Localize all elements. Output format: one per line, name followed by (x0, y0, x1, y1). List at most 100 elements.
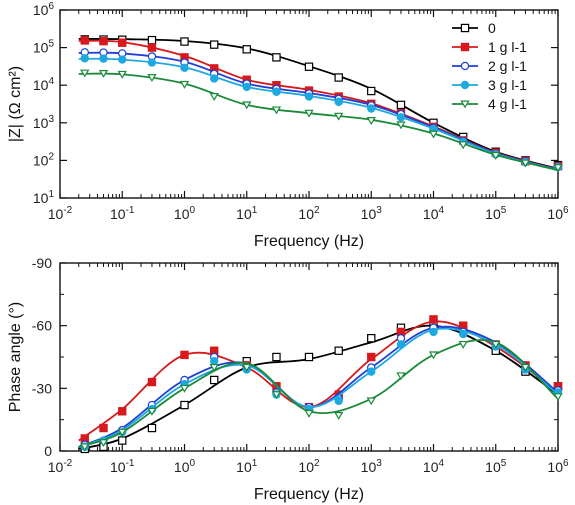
data-point-4-g-l-1 (179, 384, 190, 393)
y-tick-base: 10 (33, 40, 49, 56)
x-tick-exponent: 0 (190, 205, 196, 216)
x-tick-exponent: 1 (252, 205, 258, 216)
x-tick-label: 100 (174, 205, 196, 222)
bode-magnitude-chart: 10-2 10-1 100 101 102 103 104 105 10610110210310… (7, 1, 569, 250)
data-point-4-g-l-1 (396, 121, 406, 130)
data-point-3-g-l-1 (80, 54, 89, 63)
x-tick-base: 10 (110, 459, 126, 475)
x-tick-exponent: 1 (252, 458, 258, 469)
data-point-4-g-l-1 (491, 340, 501, 349)
x-tick-base: 10 (174, 459, 190, 475)
x-tick-exponent: 4 (439, 458, 445, 469)
legend-marker-0 (460, 23, 470, 33)
x-tick-exponent: -2 (63, 205, 72, 216)
fit-line-4-g-l-1 (78, 72, 559, 172)
data-point-4-g-l-1 (428, 351, 439, 360)
data-point-0 (210, 375, 219, 385)
legend: 0 1 g l-1 2 g l-1 3 g l-1 4 g l-1 (452, 20, 527, 112)
x-tick-label: 101 (236, 458, 258, 475)
x-tick-exponent: 6 (563, 205, 569, 216)
x-tick-label: 103 (361, 205, 383, 222)
x-axis-title: Frequency (Hz) (254, 233, 364, 250)
y-tick-label: 106 (33, 1, 55, 18)
data-point-4-g-l-1 (366, 397, 376, 406)
x-axis-title: Frequency (Hz) (254, 486, 364, 503)
y-tick-exponent: 2 (48, 151, 54, 162)
x-tick-label: 103 (361, 458, 383, 475)
x-tick-exponent: -2 (63, 458, 72, 469)
data-point-1-g-l-1 (180, 350, 189, 360)
x-tick-label: 105 (485, 458, 507, 475)
data-point-3-g-l-1 (147, 58, 157, 67)
y-tick-label: 102 (33, 151, 55, 168)
data-point-1-g-l-1 (429, 315, 438, 324)
x-tick-base: 10 (298, 206, 314, 222)
data-point-0 (147, 423, 157, 433)
x-tick-label: 10-2 (48, 205, 73, 222)
legend-label: 0 (488, 20, 496, 36)
data-point-3-g-l-1 (459, 329, 468, 339)
x-tick-base: 10 (423, 206, 439, 222)
data-point-3-g-l-1 (210, 74, 219, 83)
y-tick-base: 10 (33, 2, 49, 18)
legend-label: 2 g l-1 (488, 58, 527, 74)
y-axis-title: Phase angle (°) (7, 302, 24, 412)
data-point-0 (367, 334, 376, 343)
x-tick-base: 10 (361, 206, 377, 222)
x-tick-exponent: 5 (501, 458, 507, 469)
data-point-0 (118, 436, 127, 445)
data-point-0 (210, 40, 219, 49)
data-point-1-g-l-1 (80, 36, 89, 45)
data-point-4-g-l-1 (458, 141, 468, 150)
x-tick-base: 10 (110, 206, 126, 222)
data-point-0 (334, 73, 343, 82)
y-tick-base: 10 (33, 152, 49, 168)
x-tick-label: 10-2 (48, 458, 73, 475)
data-point-4-g-l-1 (366, 117, 376, 125)
legend-label: 4 g l-1 (488, 96, 527, 112)
data-point-4-g-l-1 (209, 363, 219, 372)
data-point-4-g-l-1 (396, 372, 406, 381)
x-tick-exponent: -1 (126, 458, 135, 469)
data-point-0 (180, 37, 189, 46)
x-tick-label: 102 (298, 205, 320, 222)
x-tick-base: 10 (236, 459, 252, 475)
x-tick-base: 10 (174, 206, 190, 222)
x-tick-exponent: 3 (376, 458, 382, 469)
data-point-3-g-l-1 (304, 92, 314, 101)
data-point-0 (272, 352, 281, 362)
legend-marker-3-g-l-1 (460, 80, 470, 90)
y-tick-exponent: 5 (48, 39, 54, 50)
x-tick-base: 10 (547, 459, 563, 475)
x-tick-base: 10 (361, 459, 377, 475)
x-tick-base: 10 (547, 206, 563, 222)
x-tick-label: 100 (174, 458, 196, 475)
x-tick-exponent: 5 (501, 205, 507, 216)
data-point-3-g-l-1 (334, 97, 343, 107)
data-point-4-g-l-1 (334, 112, 344, 121)
x-tick-exponent: 2 (314, 458, 320, 469)
data-point-1-g-l-1 (147, 377, 157, 387)
data-point-4-g-l-1 (553, 393, 563, 402)
data-point-0 (180, 400, 189, 410)
x-tick-label: 104 (423, 205, 445, 222)
y-tick-base: 10 (33, 77, 49, 93)
x-tick-label: 10-1 (110, 205, 135, 222)
x-tick-exponent: 2 (314, 205, 320, 216)
data-point-3-g-l-1 (396, 113, 406, 122)
data-point-4-g-l-1 (271, 391, 282, 400)
data-point-3-g-l-1 (210, 356, 219, 366)
y-tick-exponent: 3 (48, 114, 54, 125)
data-point-4-g-l-1 (80, 69, 90, 78)
data-point-4-g-l-1 (80, 443, 90, 452)
data-point-1-g-l-1 (99, 423, 108, 433)
x-tick-label: 106 (547, 205, 569, 222)
x-tick-label: 104 (423, 458, 445, 475)
data-point-0 (396, 100, 406, 110)
legend-label: 1 g l-1 (488, 39, 527, 55)
data-point-3-g-l-1 (118, 55, 127, 64)
data-point-0 (147, 35, 157, 45)
data-point-3-g-l-1 (272, 87, 281, 96)
legend-marker-2-g-l-1 (460, 61, 470, 71)
data-point-4-g-l-1 (242, 101, 252, 110)
